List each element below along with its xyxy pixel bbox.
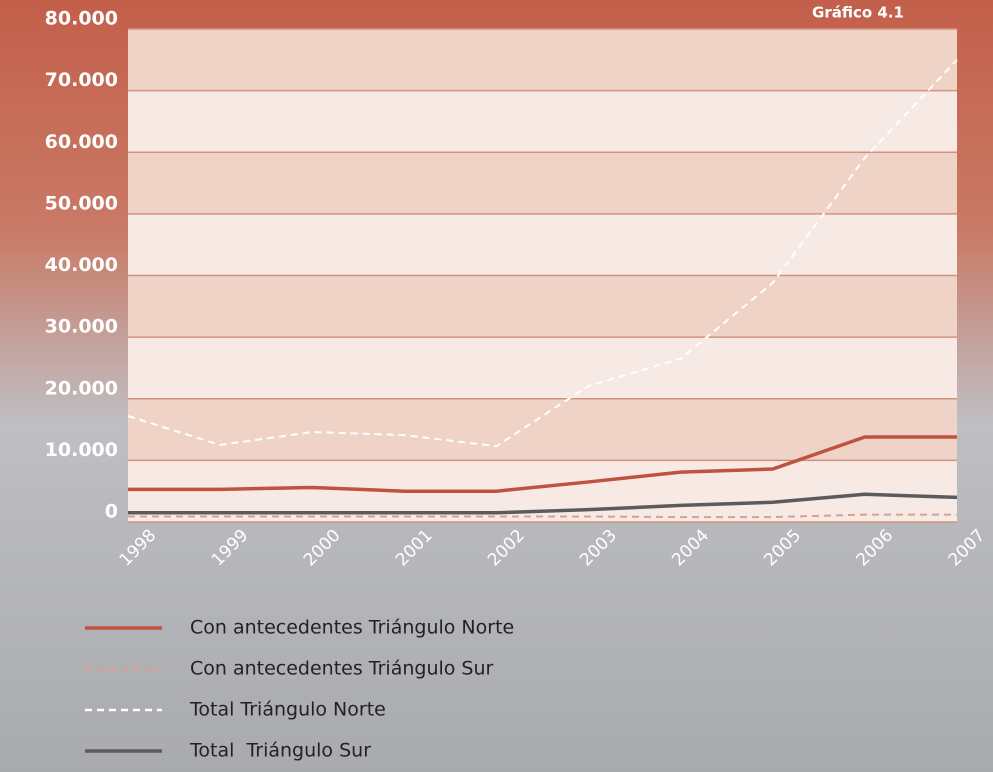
legend-label: Total Triángulo Norte <box>189 699 386 721</box>
chart-title: Gráfico 4.1 <box>812 4 904 22</box>
series-line <box>128 492 958 515</box>
plot-band <box>128 337 957 399</box>
plot-band <box>128 398 957 461</box>
series-line <box>128 435 957 493</box>
y-tick-label: 10.000 <box>45 439 118 461</box>
plot-band <box>128 90 957 153</box>
y-tick-label: 50.000 <box>45 192 118 214</box>
plot-bands <box>128 29 957 522</box>
y-tick-label: 80.000 <box>45 8 118 30</box>
legend-label: Con antecedentes Triángulo Sur <box>190 658 494 680</box>
y-tick-label: 70.000 <box>45 69 118 91</box>
series-line <box>128 513 957 519</box>
plot-band <box>128 213 957 276</box>
plot-band <box>128 275 957 338</box>
plot-band <box>128 29 957 91</box>
plot-band <box>128 152 957 214</box>
y-tick-label: 40.000 <box>45 254 118 276</box>
y-tick-label: 0 <box>105 501 118 523</box>
legend-label: Total Triángulo Sur <box>189 740 371 762</box>
legend-label: Con antecedentes Triángulo Norte <box>190 617 514 639</box>
y-tick-label: 20.000 <box>45 377 118 399</box>
y-tick-label: 30.000 <box>45 316 118 338</box>
y-tick-label: 60.000 <box>45 131 118 153</box>
